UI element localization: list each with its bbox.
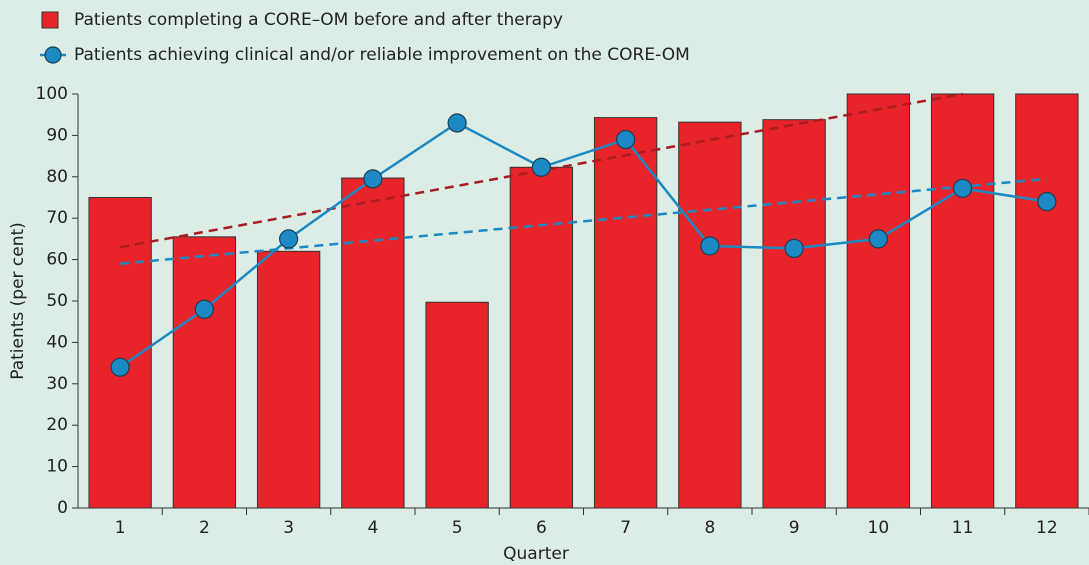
bar (678, 121, 742, 509)
y-axis-label: Patients (per cent) (8, 222, 28, 380)
x-tick-label: 7 (620, 518, 631, 538)
y-tick-label: 90 (46, 125, 68, 145)
marker (868, 229, 888, 249)
marker (531, 157, 551, 177)
bar (509, 166, 574, 509)
bar (341, 177, 405, 509)
marker (447, 113, 467, 133)
x-tick-label: 10 (868, 518, 890, 538)
marker (194, 299, 214, 319)
bar (256, 250, 321, 509)
marker (1037, 192, 1057, 212)
legend-swatch (41, 11, 59, 29)
y-tick-label: 40 (46, 332, 68, 352)
y-tick-label: 100 (36, 84, 68, 104)
x-tick-label: 1 (115, 518, 126, 538)
x-tick-label: 3 (283, 518, 294, 538)
y-tick-label: 70 (46, 208, 68, 228)
legend-label: Patients achieving clinical and/or relia… (74, 45, 690, 65)
marker (784, 238, 804, 259)
x-tick-label: 11 (952, 518, 974, 538)
bar (425, 301, 489, 509)
x-tick-label: 5 (452, 518, 463, 538)
y-tick-label: 30 (46, 374, 68, 394)
x-tick-label: 2 (199, 518, 210, 538)
legend-marker (44, 46, 62, 64)
x-tick-label: 8 (704, 518, 715, 538)
y-tick-label: 60 (46, 250, 68, 270)
x-tick-label: 4 (367, 518, 378, 538)
marker (363, 169, 383, 189)
line (119, 121, 1048, 369)
marker (700, 236, 720, 256)
bar (172, 236, 237, 509)
x-tick-label: 6 (536, 518, 547, 538)
y-tick-label: 20 (46, 415, 68, 435)
bar (846, 93, 911, 509)
bar (762, 119, 826, 509)
bar (930, 93, 995, 509)
x-tick-label: 12 (1036, 518, 1058, 538)
x-tick-label: 9 (789, 518, 800, 538)
y-tick-label: 50 (46, 291, 68, 311)
y-tick-label: 80 (46, 167, 68, 187)
marker (953, 178, 973, 198)
marker (110, 357, 130, 377)
legend-label: Patients completing a CORE–OM before and… (74, 10, 563, 30)
x-axis-label: Quarter (503, 544, 569, 564)
bar (593, 117, 658, 509)
marker (616, 129, 636, 150)
y-tick-label: 10 (46, 457, 68, 477)
y-tick-label: 0 (57, 498, 68, 518)
bar (1015, 93, 1079, 509)
marker (279, 229, 299, 249)
